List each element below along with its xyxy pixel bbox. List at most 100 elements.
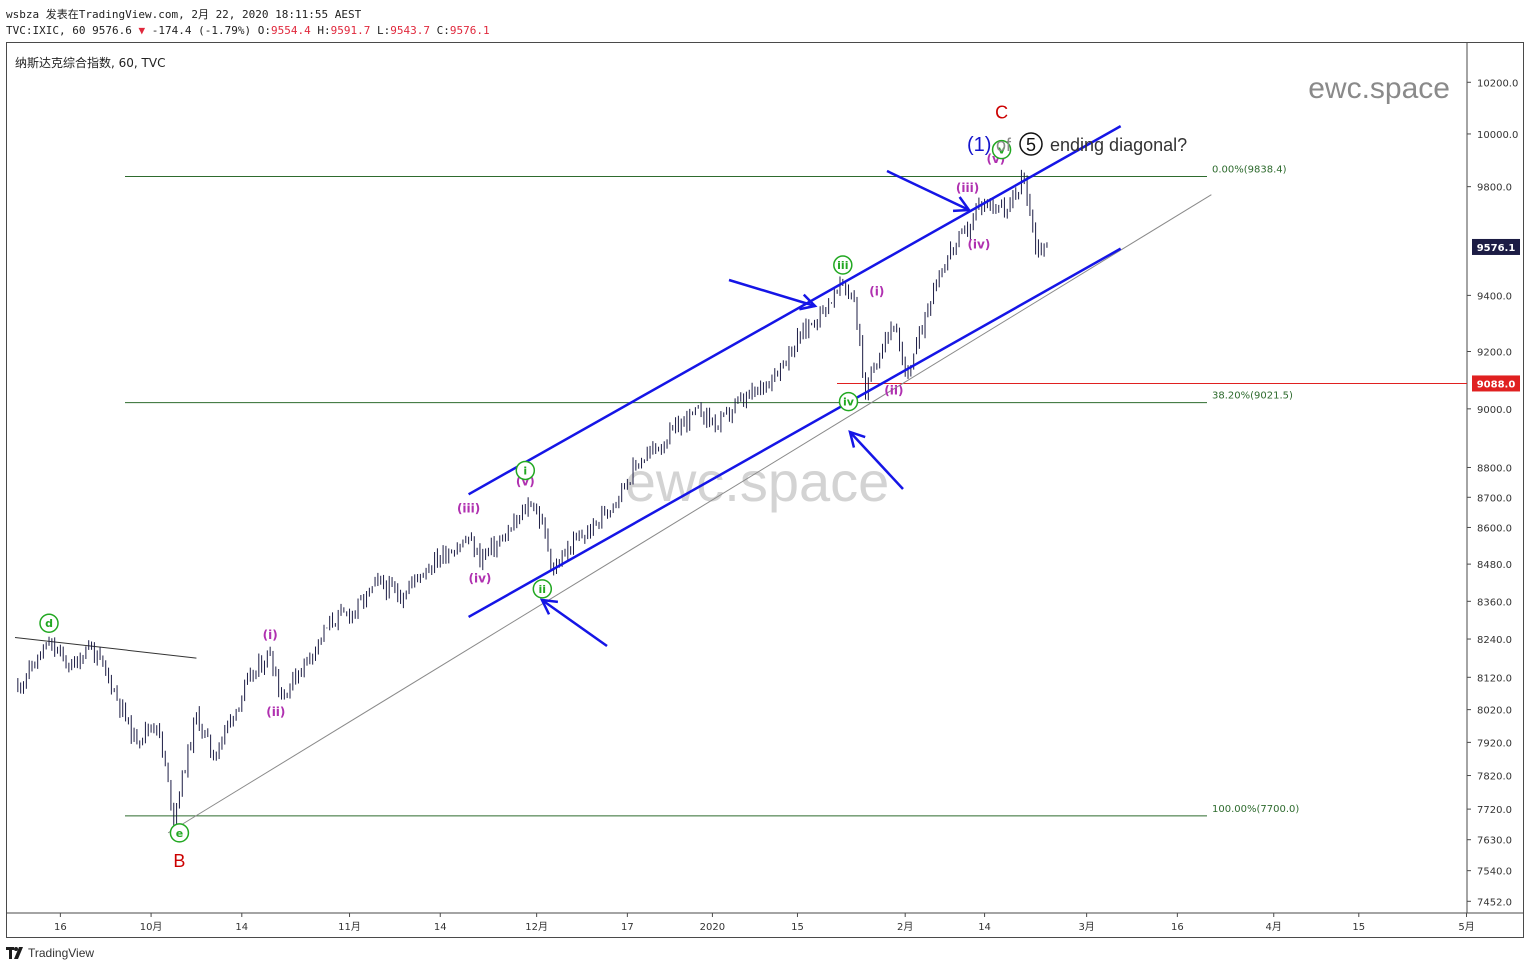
wave-label-circle: [532, 579, 553, 599]
wave-label-(ii): (ii): [884, 383, 903, 397]
y-tick-label: 8360.0: [1477, 597, 1512, 608]
watermark-center: ewc.space: [625, 450, 890, 513]
annotation-text: ending diagonal?: [1050, 135, 1187, 155]
last-price-badge: [1472, 238, 1520, 255]
x-tick-label: 14: [235, 922, 248, 933]
y-tick-label: 7920.0: [1477, 738, 1512, 749]
y-tick-label: 7540.0: [1477, 867, 1512, 878]
x-tick-label: 17: [621, 922, 634, 933]
x-tick-label: 14: [434, 922, 447, 933]
chart-title: 纳斯达克综合指数, 60, TVC: [15, 55, 165, 70]
annotation-wave-1: (1): [967, 134, 991, 156]
change-down-arrow-icon: ▼: [138, 24, 146, 37]
fib-level-label: 100.00%(7700.0): [1212, 804, 1299, 815]
wave-label-circle: [169, 823, 190, 843]
x-tick-label: 14: [978, 922, 991, 933]
footer-brand: TradingView: [6, 946, 94, 960]
watermark-top-right: ewc.space: [1308, 72, 1450, 105]
low-value: 9543.7: [390, 24, 430, 37]
wave-label-(iv): (iv): [468, 572, 491, 586]
open-value: 9554.4: [270, 24, 311, 37]
wave-label-(iii): (iii): [457, 501, 480, 515]
wave-label-(iii): (iii): [956, 181, 979, 195]
change-text: -174.4 (-1.79%): [151, 24, 252, 37]
y-tick-label: 9800.0: [1477, 183, 1512, 194]
wave-label-d: d: [45, 617, 53, 630]
y-tick-label: 7452.0: [1477, 897, 1512, 908]
arrow-wave-ii[interactable]: [541, 598, 608, 648]
channel-lower-line[interactable]: [467, 247, 1122, 619]
arrow-wave-ii-head: [539, 598, 559, 615]
arrow-wave-iv[interactable]: [849, 431, 904, 490]
x-tick-label: 11月: [338, 921, 361, 933]
arrow-wave-v-head: [952, 196, 972, 213]
wave-label-circle: [991, 139, 1012, 160]
annotation-wave-5: 5: [1026, 135, 1036, 155]
y-tick-label: 7820.0: [1477, 772, 1512, 783]
wave-label-circle: [39, 613, 59, 633]
symbol-label: TVC:IXIC, 60: [6, 24, 86, 37]
x-tick-label: 5月: [1458, 921, 1474, 933]
y-tick-label: 8020.0: [1477, 706, 1512, 717]
y-tick-label: 10000.0: [1477, 130, 1518, 141]
fib-level-label: 38.20%(9021.5): [1212, 391, 1293, 402]
channel-upper-line[interactable]: [467, 125, 1122, 496]
x-tick-label: 2020: [700, 922, 725, 933]
wave-label-e: e: [176, 827, 183, 840]
x-tick-label: 3月: [1078, 921, 1094, 933]
high-value: 9591.7: [330, 24, 371, 37]
x-tick-label: 2月: [897, 921, 913, 933]
y-tick-label: 8120.0: [1477, 673, 1512, 684]
wave-label-(i): (i): [869, 284, 884, 298]
x-tick-label: 10月: [140, 921, 163, 933]
y-tick-label: 8700.0: [1477, 493, 1512, 504]
y-tick-label: 8800.0: [1477, 463, 1512, 474]
x-tick-label: 16: [54, 922, 67, 933]
wave-label-(i): (i): [263, 628, 278, 642]
y-tick-label: 7630.0: [1477, 836, 1512, 847]
y-tick-label: 7720.0: [1477, 805, 1512, 816]
wave-label-(iv): (iv): [967, 238, 990, 252]
publisher-line: wsbza 发表在TradingView.com, 2月 22, 2020 18…: [6, 8, 362, 21]
wave-label-iv: iv: [843, 396, 855, 409]
wave-label-ii: ii: [539, 583, 547, 596]
wave-label-circle: [515, 460, 536, 481]
arrow-wave-iii-head: [799, 293, 818, 311]
triangle-trendline[interactable]: [14, 636, 197, 659]
x-tick-label: 4月: [1266, 921, 1282, 933]
wave-label-circle: [838, 391, 859, 412]
open-label: O:: [257, 24, 271, 37]
wave-label-v: v: [998, 144, 1006, 157]
last-price-text: 9576.6: [92, 24, 132, 37]
horizontal-line-label: 9088.0: [1477, 379, 1516, 390]
wave-label-C: C: [995, 102, 1008, 122]
y-tick-label: 9000.0: [1477, 405, 1512, 416]
high-label: H:: [317, 24, 331, 37]
arrow-wave-iv-head: [848, 430, 866, 448]
annotation-of: of: [996, 135, 1012, 155]
wave-label-i: i: [523, 464, 527, 477]
x-tick-label: 15: [1352, 922, 1365, 933]
fib-level-label: 0.00%(9838.4): [1212, 164, 1287, 175]
y-tick-label: 8480.0: [1477, 560, 1512, 571]
outer-trendline[interactable]: [167, 194, 1212, 834]
y-tick-label: 9400.0: [1477, 291, 1512, 302]
tradingview-logo-icon: [6, 947, 23, 959]
wave-label-circle: [833, 255, 853, 275]
arrow-wave-v[interactable]: [886, 169, 970, 212]
x-tick-label: 16: [1171, 922, 1184, 933]
tradingview-label: TradingView: [28, 946, 95, 960]
y-tick-label: 10200.0: [1477, 78, 1518, 89]
last-price-label: 9576.1: [1477, 243, 1516, 254]
x-tick-label: 15: [791, 922, 804, 933]
y-tick-label: 8600.0: [1477, 523, 1512, 534]
annotation-circle: [1019, 132, 1043, 156]
y-tick-label: 9200.0: [1477, 347, 1512, 358]
arrow-wave-iii[interactable]: [728, 278, 816, 308]
y-tick-label: 8240.0: [1477, 635, 1512, 646]
wave-label-iii: iii: [837, 259, 848, 272]
horizontal-line-badge: [1472, 375, 1520, 392]
low-label: L:: [376, 24, 391, 37]
